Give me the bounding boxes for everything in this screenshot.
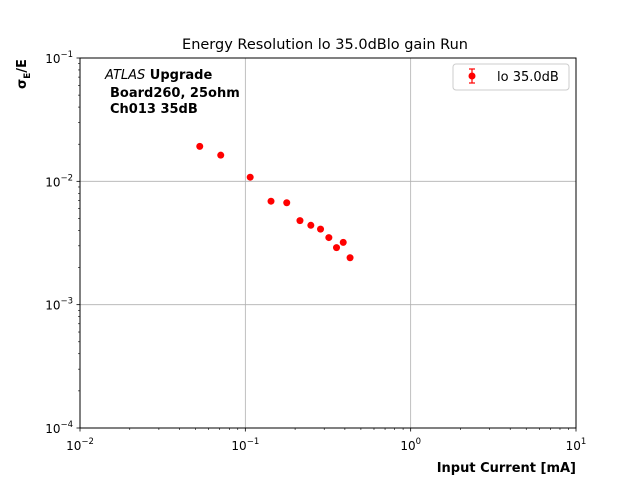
y-tick-label-exponent: −1 xyxy=(60,50,73,60)
data-point xyxy=(346,254,354,262)
y-tick-label-exponent: −2 xyxy=(60,173,73,183)
y-axis-label-sigma: σ xyxy=(15,79,30,89)
y-axis-label: σE/E xyxy=(15,59,33,89)
data-point xyxy=(333,244,341,252)
annotation-line-2: Board260, 25ohm xyxy=(110,86,240,101)
legend-marker xyxy=(468,72,476,80)
x-tick-label-exponent: 0 xyxy=(416,437,421,447)
y-tick-label-base: 10 xyxy=(45,299,60,313)
y-tick-label: 10−4 xyxy=(45,420,73,436)
x-tick-label: 100 xyxy=(400,437,421,453)
x-tick-label-exponent: 1 xyxy=(581,437,586,447)
y-tick-label-exponent: −4 xyxy=(60,420,73,430)
y-tick-label-exponent: −3 xyxy=(60,297,73,307)
x-tick-label-base: 10 xyxy=(566,439,581,453)
x-axis-label: Input Current [mA] xyxy=(437,461,576,476)
data-point xyxy=(339,238,347,246)
data-point xyxy=(307,221,315,229)
y-tick-label-base: 10 xyxy=(45,422,60,436)
x-tick-label: 10−2 xyxy=(66,437,94,453)
x-tick-label: 101 xyxy=(566,437,587,453)
data-point xyxy=(267,197,275,205)
experiment-annotation: ATLAS Upgrade Board260, 25ohm Ch013 35dB xyxy=(104,68,240,117)
legend-label: lo 35.0dB xyxy=(497,70,559,85)
y-tick-label-base: 10 xyxy=(45,52,60,66)
data-point xyxy=(217,151,225,159)
legend-box xyxy=(452,63,570,91)
x-tick-label-exponent: −1 xyxy=(247,437,260,447)
y-tick-label-base: 10 xyxy=(45,175,60,189)
grid-lines xyxy=(80,58,576,428)
data-point xyxy=(246,173,254,181)
y-tick-label: 10−3 xyxy=(45,297,73,313)
data-point xyxy=(196,142,204,150)
chart-title: Energy Resolution lo 35.0dBlo gain Run xyxy=(182,37,468,53)
plot-area-frame xyxy=(79,57,577,429)
data-point xyxy=(325,234,333,242)
legend: lo 35.0dB xyxy=(452,63,570,91)
annotation-line-1: ATLAS Upgrade xyxy=(104,68,212,83)
data-points xyxy=(196,142,354,262)
data-point xyxy=(296,217,304,225)
x-tick-label-base: 10 xyxy=(231,439,246,453)
x-tick-label-base: 10 xyxy=(66,439,81,453)
x-tick-label: 10−1 xyxy=(231,437,259,453)
data-point xyxy=(283,199,291,207)
y-tick-label: 10−1 xyxy=(45,50,73,66)
y-tick-label: 10−2 xyxy=(45,173,73,189)
annotation-atlas: ATLAS xyxy=(104,68,145,83)
x-tick-label-exponent: −2 xyxy=(81,437,94,447)
y-axis-label-tail: /E xyxy=(15,59,30,73)
x-tick-label-base: 10 xyxy=(400,439,415,453)
annotation-line-3: Ch013 35dB xyxy=(110,102,198,117)
annotation-upgrade: Upgrade xyxy=(145,68,212,83)
y-axis-label-subscript: E xyxy=(23,73,33,79)
data-point xyxy=(317,225,325,233)
